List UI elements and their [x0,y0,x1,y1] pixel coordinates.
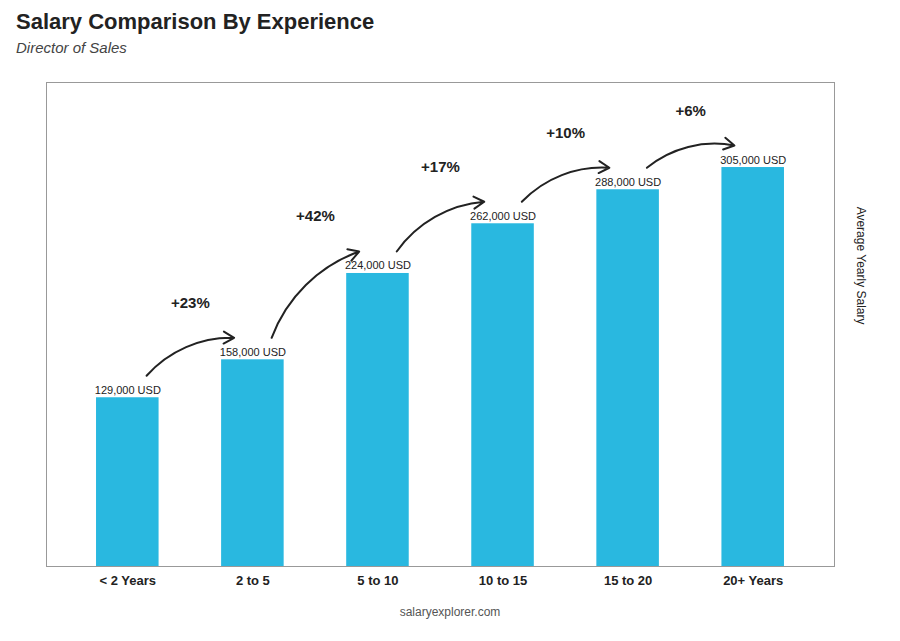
svg-text:10 to 15: 10 to 15 [479,573,527,588]
svg-text:< 2 Years: < 2 Years [100,573,157,588]
svg-text:262,000 USD: 262,000 USD [470,210,536,222]
svg-text:224,000 USD: 224,000 USD [345,259,411,271]
svg-text:2 to 5: 2 to 5 [236,573,270,588]
svg-text:20+ Years: 20+ Years [723,573,783,588]
html-text:Director of Sales: Director of Sales [16,39,127,56]
svg-text:288,000 USD: 288,000 USD [595,176,661,188]
svg-text:+17%: +17% [421,158,460,175]
svg-text:129,000 USD: 129,000 USD [95,384,161,396]
svg-text:+6%: +6% [675,102,705,119]
html-text:salaryexplorer.com: salaryexplorer.com [399,605,501,619]
html-text:Salary Comparison By Experienc: Salary Comparison By Experience [16,9,375,34]
svg-text:15 to 20: 15 to 20 [604,573,652,588]
svg-text:+23%: +23% [171,294,210,311]
svg-text:+42%: +42% [296,207,335,224]
svg-text:5 to 10: 5 to 10 [357,573,398,588]
svg-text:+10%: +10% [546,124,585,141]
svg-text:Average Yearly Salary: Average Yearly Salary [854,207,868,325]
svg-text:305,000 USD: 305,000 USD [720,154,786,166]
svg-text:158,000 USD: 158,000 USD [220,346,286,358]
